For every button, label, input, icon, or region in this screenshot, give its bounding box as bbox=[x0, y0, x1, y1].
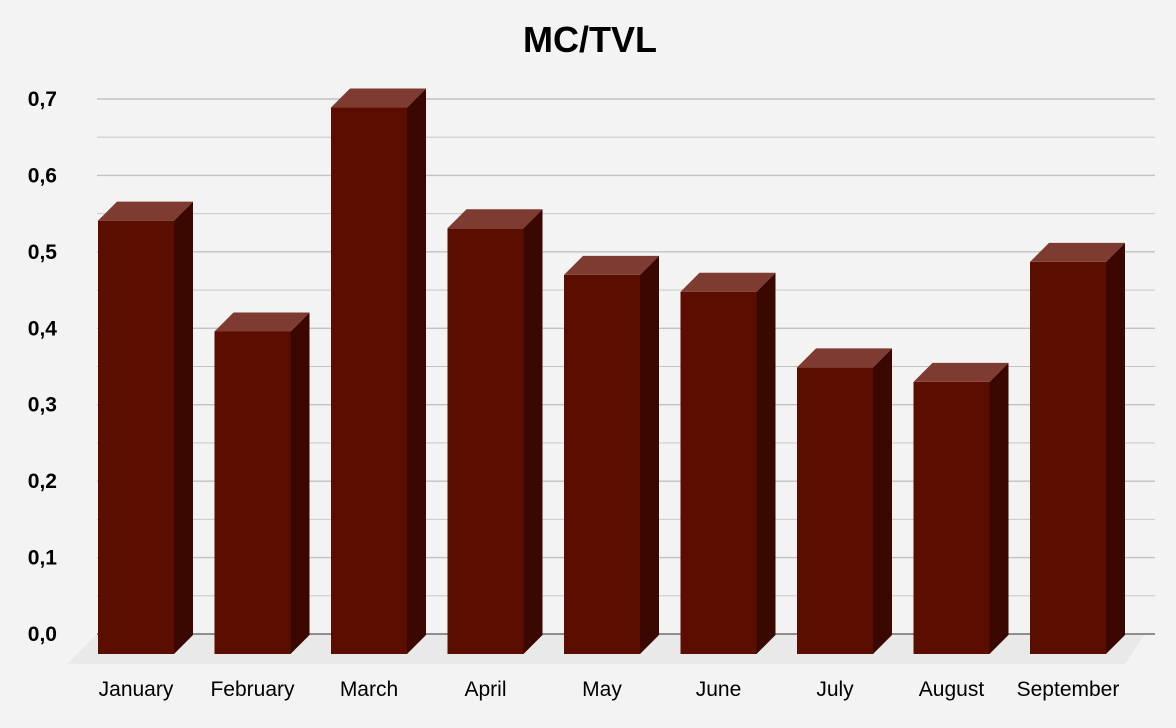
bar-side-face bbox=[290, 312, 310, 654]
bar-front-face bbox=[797, 367, 873, 654]
bar-side-face bbox=[1106, 242, 1125, 654]
bar-front-face bbox=[98, 220, 174, 654]
y-tick-label: 0,0 bbox=[28, 623, 57, 646]
bar-top-face bbox=[214, 312, 310, 332]
bar bbox=[797, 348, 892, 654]
bar bbox=[564, 255, 659, 654]
bar bbox=[1030, 242, 1125, 654]
bar-top-face bbox=[331, 88, 426, 108]
bar-side-face bbox=[989, 362, 1009, 654]
bar-side-face bbox=[523, 209, 543, 655]
x-tick-label: June bbox=[696, 678, 742, 701]
bars bbox=[98, 88, 1125, 655]
y-tick-label: 0,4 bbox=[28, 317, 58, 340]
y-axis-ticks: 0,0 0,1 0,2 0,3 0,4 0,5 0,6 0,7 bbox=[28, 88, 58, 646]
x-tick-label: August bbox=[919, 678, 985, 701]
y-tick-label: 0,3 bbox=[28, 394, 57, 417]
x-tick-label: February bbox=[210, 678, 295, 701]
bar-front-face bbox=[564, 274, 640, 654]
bar bbox=[680, 272, 776, 654]
x-tick-label: March bbox=[340, 678, 398, 701]
bar-front-face bbox=[680, 291, 757, 654]
x-tick-label: September bbox=[1017, 678, 1120, 701]
chart-title: MC/TVL bbox=[523, 19, 657, 60]
bar bbox=[331, 88, 426, 655]
bar-top-face bbox=[797, 348, 892, 368]
bar-front-face bbox=[913, 381, 990, 654]
bar bbox=[98, 201, 193, 654]
bar-side-face bbox=[640, 255, 659, 654]
bar-top-face bbox=[913, 362, 1009, 382]
x-tick-label: July bbox=[816, 678, 854, 701]
x-tick-label: January bbox=[99, 678, 174, 701]
bar-front-face bbox=[214, 331, 291, 654]
bar-top-face bbox=[98, 201, 193, 221]
y-tick-label: 0,5 bbox=[28, 241, 58, 264]
bar-side-face bbox=[407, 88, 426, 655]
bar-front-face bbox=[447, 228, 524, 655]
bar-side-face bbox=[174, 201, 193, 654]
bar bbox=[913, 362, 1009, 654]
bar-top-face bbox=[680, 272, 776, 292]
y-tick-label: 0,7 bbox=[28, 88, 57, 111]
y-tick-label: 0,6 bbox=[28, 164, 57, 187]
bar bbox=[447, 209, 543, 655]
x-tick-label: May bbox=[582, 678, 622, 701]
bar-side-face bbox=[873, 348, 892, 654]
bar-front-face bbox=[1030, 261, 1106, 654]
bar-front-face bbox=[331, 107, 407, 655]
bar bbox=[214, 312, 310, 654]
y-tick-label: 0,2 bbox=[28, 470, 57, 493]
bar-top-face bbox=[564, 255, 659, 275]
bar-top-face bbox=[1030, 242, 1125, 262]
x-axis-ticks: January February March April May June July Augu… bbox=[99, 678, 1120, 701]
x-tick-label: April bbox=[464, 678, 506, 701]
bar-top-face bbox=[447, 209, 543, 229]
bar-side-face bbox=[756, 272, 776, 654]
y-tick-label: 0,1 bbox=[28, 547, 58, 570]
